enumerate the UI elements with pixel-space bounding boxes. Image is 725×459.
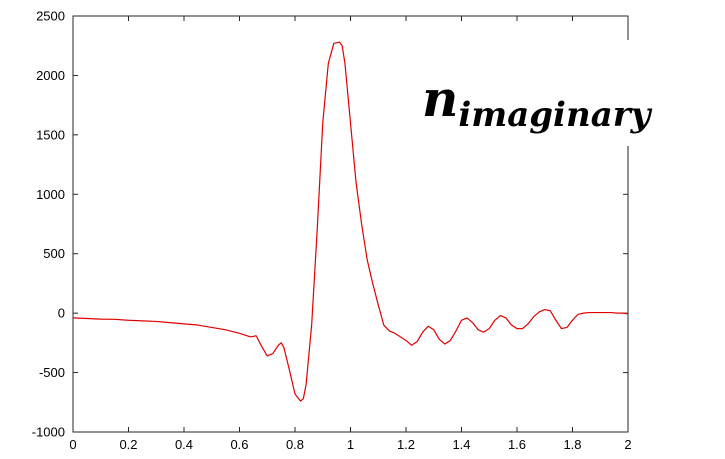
x-tick-label: 0.2 [119, 437, 137, 452]
y-tick-label: 2000 [36, 68, 65, 83]
x-tick-label: 1.8 [563, 437, 581, 452]
x-tick-label: 0.4 [175, 437, 193, 452]
y-tick-label: 500 [43, 246, 65, 261]
x-tick-label: 0.6 [230, 437, 248, 452]
x-tick-label: 1.2 [397, 437, 415, 452]
y-tick-label: 0 [58, 306, 65, 321]
annotation-subscript: imaginary [458, 95, 652, 135]
y-tick-label: 1500 [36, 127, 65, 142]
y-tick-label: 1000 [36, 187, 65, 202]
x-tick-label: 0.8 [286, 437, 304, 452]
x-tick-label: 2 [624, 437, 631, 452]
x-tick-label: 1.6 [508, 437, 526, 452]
x-tick-label: 1 [347, 437, 354, 452]
y-tick-label: -500 [39, 365, 65, 380]
y-tick-label: -1000 [32, 425, 65, 440]
annotation-base: n [422, 69, 458, 128]
y-tick-label: 2500 [36, 9, 65, 24]
x-tick-label: 0 [69, 437, 76, 452]
x-tick-label: 1.4 [452, 437, 470, 452]
